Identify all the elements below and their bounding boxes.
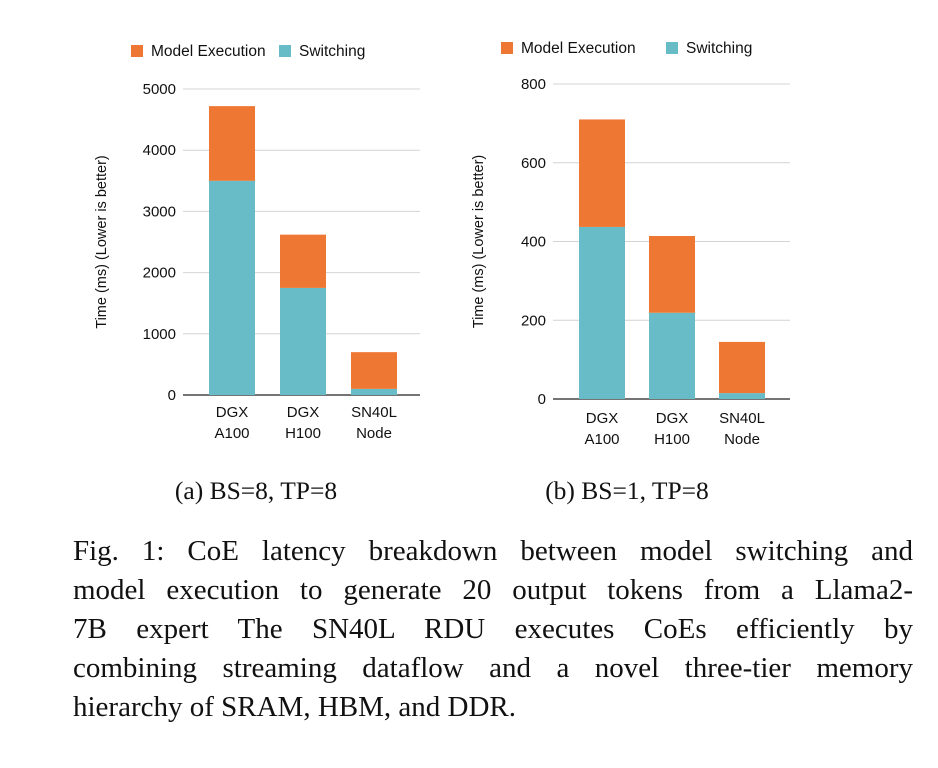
bar-model-execution (280, 234, 326, 288)
bar-model-execution (579, 119, 625, 227)
y-tick-label: 0 (538, 391, 546, 408)
y-tick-label: 800 (521, 76, 546, 93)
bar-model-execution (649, 235, 695, 313)
bar-model-execution (351, 352, 397, 389)
y-tick-label: 1000 (143, 326, 176, 343)
bar-switching (649, 312, 695, 399)
bar-switching (280, 287, 326, 395)
x-tick-label: DGX (216, 404, 249, 421)
x-tick-label: Node (724, 431, 760, 448)
chart-a: 0 1000 2000 3000 4000 5000 DGX A100 DGX H100 SN40L… (94, 43, 420, 505)
legend-swatch (131, 45, 143, 57)
bar-model-execution (209, 106, 255, 181)
y-tick-label: 3000 (143, 203, 176, 220)
x-tick-label: H100 (285, 425, 321, 442)
x-tick-label: A100 (214, 425, 249, 442)
x-tick-label: DGX (287, 404, 320, 421)
x-tick-label: A100 (584, 431, 619, 448)
figure-caption: Fig. 1: CoE latency breakdown between mo… (73, 532, 913, 727)
x-tick-label: H100 (654, 431, 690, 448)
subcaption: (b) BS=1, TP=8 (545, 476, 709, 505)
caption-line-1: Fig. 1: CoE latency breakdown between mo… (73, 535, 913, 567)
legend-swatch (279, 45, 291, 57)
bar-switching (209, 180, 255, 395)
legend-swatch (666, 42, 678, 54)
caption-line-2: model execution to generate 20 output to… (73, 574, 913, 606)
legend-label: Model Execution (151, 43, 266, 60)
caption-line-5: hierarchy of SRAM, HBM, and DDR. (73, 691, 517, 723)
x-tick-label: DGX (586, 410, 619, 427)
caption-line-4: combining streaming dataflow and a novel… (73, 652, 913, 684)
y-tick-label: 400 (521, 234, 546, 251)
y-tick-label: 5000 (143, 81, 176, 98)
y-axis-label: Time (ms) (Lower is better) (471, 155, 487, 328)
y-tick-label: 0 (168, 387, 176, 404)
legend-swatch (501, 42, 513, 54)
caption-line-3: 7B expert The SN40L RDU executes CoEs ef… (73, 613, 913, 645)
x-tick-label: SN40L (351, 404, 397, 421)
x-tick-label: Node (356, 425, 392, 442)
y-tick-label: 4000 (143, 142, 176, 159)
chart-b: 0 200 400 600 800 DGX A100 DGX H100 SN40L Node Time… (471, 40, 790, 505)
bar-switching (351, 388, 397, 395)
subcaption: (a) BS=8, TP=8 (175, 476, 337, 505)
y-tick-label: 600 (521, 155, 546, 172)
legend-label: Model Execution (521, 40, 636, 57)
x-tick-label: DGX (656, 410, 689, 427)
bar-switching (719, 393, 765, 399)
legend-label: Switching (299, 43, 365, 60)
x-tick-label: SN40L (719, 410, 765, 427)
bar-model-execution (719, 341, 765, 394)
y-tick-label: 200 (521, 312, 546, 329)
bar-switching (579, 226, 625, 399)
y-tick-label: 2000 (143, 265, 176, 282)
legend-label: Switching (686, 40, 752, 57)
y-axis-label: Time (ms) (Lower is better) (94, 155, 110, 328)
